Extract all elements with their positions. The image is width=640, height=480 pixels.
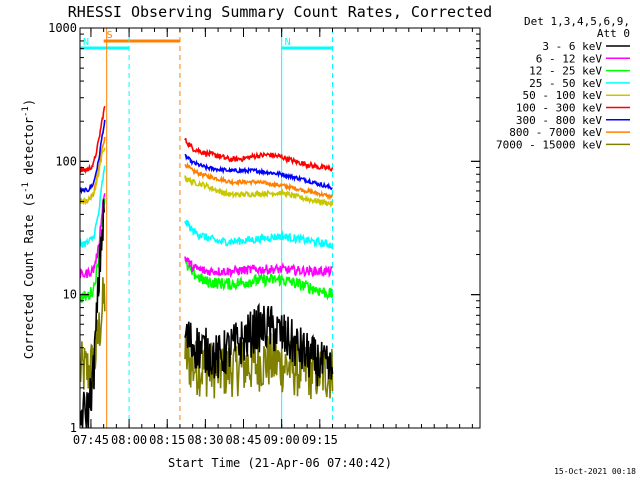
legend-header-line-2: Att 0 [597, 27, 630, 40]
series-100-300-kev [80, 105, 334, 175]
y-tick-label-3: 1000 [48, 21, 77, 35]
legend-label-6: 300 - 800 keV [516, 114, 602, 127]
y-tick-label-2: 100 [55, 154, 77, 168]
series-trace-4-1 [184, 175, 334, 209]
x-tick-label-2: 08:15 [149, 433, 185, 447]
series-trace-5-0 [80, 105, 106, 175]
series-trace-3-0 [80, 165, 106, 248]
series-trace-1-0 [80, 193, 106, 279]
date-stamp: 15-Oct-2021 00:18 [554, 467, 636, 476]
series-trace-6-0 [80, 119, 106, 195]
y-axis-label-sup-1: -1 [21, 182, 31, 193]
flag-label-0: S [107, 30, 113, 41]
legend-label-2: 12 - 25 keV [529, 65, 602, 78]
axes: 1 10 100 1000 07:45 08:00 08:15 08:30 08:45 09:00… [48, 21, 481, 447]
x-tick-label-3: 08:30 [187, 433, 223, 447]
x-tick-label-4: 08:45 [225, 433, 261, 447]
y-tick-label-1: 10 [63, 288, 77, 302]
x-tick-label-5: 09:00 [264, 433, 300, 447]
series-3-6-kev [80, 199, 334, 428]
x-tick-label-0: 07:45 [73, 433, 109, 447]
series-trace-4-0 [80, 147, 106, 206]
legend-label-7: 800 - 7000 keV [509, 126, 602, 139]
y-axis-label: Corrected Count Rate (s-1 detector-1) [21, 99, 36, 359]
x-tick-label-1: 08:00 [111, 433, 147, 447]
series-trace-7-1 [184, 162, 334, 201]
series-25-50-kev [80, 165, 334, 250]
series-trace-3-1 [184, 219, 334, 250]
flag-layer: SN N [80, 30, 333, 50]
y-tick-label-0: 1 [70, 421, 77, 435]
chart-title: RHESSI Observing Summary Count Rates, Co… [68, 3, 492, 21]
series-layer [80, 105, 334, 428]
legend-label-0: 3 - 6 keV [542, 40, 602, 53]
x-tick-label-6: 09:15 [302, 433, 338, 447]
legend-label-8: 7000 - 15000 keV [496, 138, 602, 151]
series-trace-0-1 [184, 302, 334, 387]
x-axis-label: Start Time (21-Apr-06 07:40:42) [168, 456, 392, 470]
series-trace-2-1 [184, 259, 334, 301]
y-axis-label-part-1: Corrected Count Rate (s [22, 193, 36, 359]
y-axis-label-sup-2: -1 [21, 106, 31, 117]
series-300-800-kev [80, 119, 333, 195]
plot-frame [79, 27, 481, 429]
legend-label-4: 50 - 100 keV [523, 89, 603, 102]
flag-label-2: N [285, 37, 291, 48]
legend-label-5: 100 - 300 keV [516, 102, 602, 115]
flag-label-1: N [83, 37, 89, 48]
legend-header-line-1: Det 1,3,4,5,6,9, [524, 15, 630, 28]
y-axis-label-part-2: detector [22, 117, 36, 182]
legend-label-1: 6 - 12 keV [536, 52, 603, 65]
series-trace-6-1 [184, 153, 333, 191]
y-axis-label-part-3: ) [22, 99, 36, 106]
legend-label-3: 25 - 50 keV [529, 77, 602, 90]
series-trace-1-1 [184, 256, 333, 279]
series-50-100-kev [80, 147, 334, 209]
series-trace-0-0 [80, 199, 105, 428]
series-trace-5-1 [184, 138, 334, 172]
series-6-12-kev [80, 193, 333, 279]
